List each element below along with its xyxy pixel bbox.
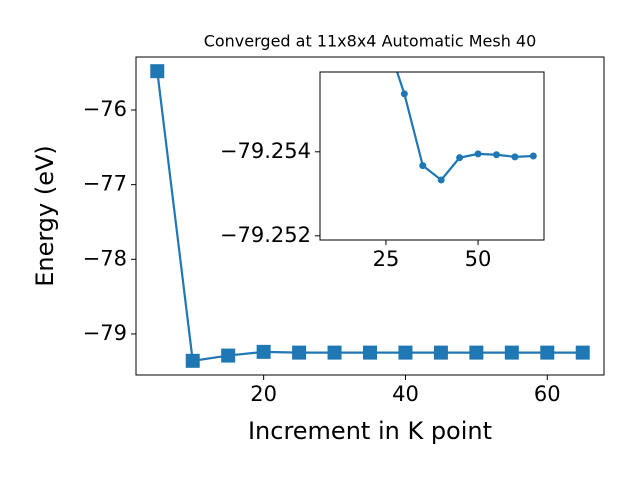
- x-tick-label: 25: [373, 247, 400, 271]
- x-tick-label: 40: [392, 382, 419, 406]
- marker: [504, 345, 519, 360]
- marker: [363, 345, 377, 360]
- y-tick-label: −79: [83, 321, 127, 345]
- y-tick-label: −78: [83, 246, 127, 270]
- marker: [256, 344, 271, 359]
- marker: [419, 162, 427, 170]
- x-tick-label: 50: [465, 247, 492, 271]
- x-tick-label: 60: [534, 382, 561, 406]
- marker: [492, 151, 500, 159]
- marker: [511, 153, 519, 161]
- y-tick-label: −76: [83, 97, 127, 121]
- marker: [221, 348, 236, 363]
- marker: [185, 353, 200, 368]
- plot-layer: [150, 64, 590, 368]
- plot-layer: [395, 72, 537, 184]
- marker: [474, 150, 482, 158]
- y-tick-label: −79.252: [220, 223, 311, 247]
- y-tick-label: −79.254: [220, 139, 311, 163]
- marker: [327, 345, 342, 360]
- x-axis-label: Increment in K point: [248, 417, 492, 445]
- marker: [469, 345, 484, 360]
- marker: [398, 345, 413, 360]
- marker: [456, 154, 464, 162]
- axes-frame: [319, 71, 545, 241]
- y-tick-label: −77: [83, 172, 127, 196]
- marker: [400, 90, 408, 98]
- marker: [150, 64, 165, 79]
- marker: [529, 152, 537, 160]
- marker: [433, 345, 448, 360]
- marker: [292, 345, 307, 360]
- marker: [540, 345, 555, 360]
- marker: [575, 345, 590, 360]
- x-tick-label: 20: [250, 382, 277, 406]
- chart-title: Converged at 11x8x4 Automatic Mesh 40: [204, 32, 537, 51]
- axes-frame: [135, 56, 605, 376]
- marker: [437, 176, 445, 184]
- y-axis-label: Energy (eV): [31, 145, 59, 287]
